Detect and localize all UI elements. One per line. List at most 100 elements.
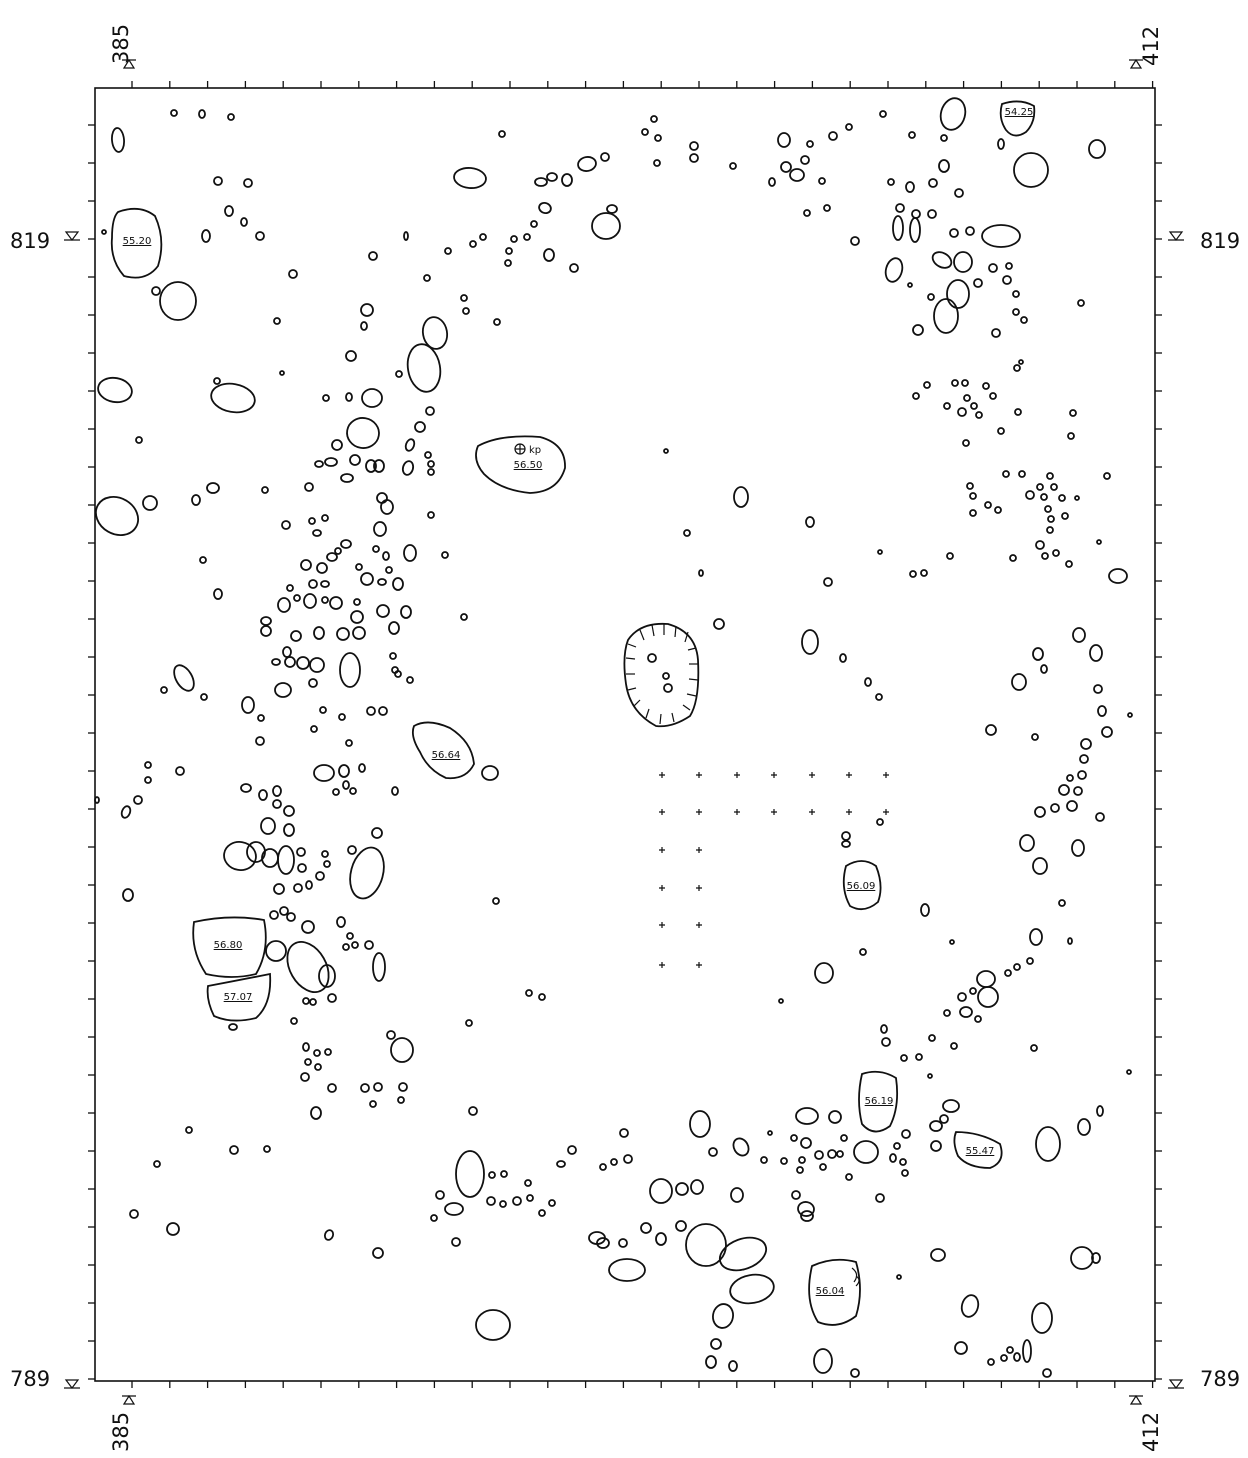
stone xyxy=(323,860,331,868)
stone xyxy=(760,1156,768,1164)
stone xyxy=(350,610,364,624)
stone xyxy=(683,529,691,537)
grid-cross xyxy=(696,772,702,778)
stone xyxy=(390,1037,414,1063)
stone xyxy=(1096,539,1102,545)
stone xyxy=(493,318,501,326)
stone xyxy=(951,379,959,387)
stone xyxy=(610,1158,618,1166)
stone xyxy=(1013,152,1049,188)
stone xyxy=(427,468,435,476)
stone xyxy=(960,1294,980,1318)
stone xyxy=(623,1154,633,1164)
stone xyxy=(920,569,928,577)
stone xyxy=(689,153,699,163)
stone xyxy=(884,257,904,283)
grid-cross xyxy=(696,922,702,928)
stone-5609 xyxy=(842,860,882,911)
stone xyxy=(1079,754,1089,764)
stone xyxy=(569,263,579,273)
stone xyxy=(976,970,996,988)
stone xyxy=(302,1042,310,1052)
stone xyxy=(1046,526,1054,534)
stone xyxy=(1004,969,1012,977)
stone xyxy=(1030,1044,1038,1052)
hachure-line xyxy=(674,625,677,638)
stone xyxy=(290,630,302,642)
stone xyxy=(1070,1246,1094,1270)
stone xyxy=(953,251,973,273)
stone xyxy=(372,545,380,553)
stone xyxy=(364,940,374,950)
stone xyxy=(435,1190,445,1200)
stone xyxy=(962,439,970,447)
stone xyxy=(710,1338,722,1350)
elevation-label: 56.09 xyxy=(847,881,876,892)
grid-cross xyxy=(771,772,777,778)
stone xyxy=(796,1166,804,1174)
stone xyxy=(310,1106,322,1120)
stone xyxy=(1011,673,1027,691)
stone xyxy=(1013,963,1021,971)
stone xyxy=(403,231,409,241)
stone xyxy=(1018,470,1026,478)
stone xyxy=(469,240,477,248)
stone xyxy=(959,1006,973,1018)
stone xyxy=(293,594,301,602)
stone xyxy=(324,457,338,467)
grid-cross xyxy=(734,809,740,815)
stone xyxy=(850,1368,860,1378)
stone xyxy=(946,279,970,309)
stone xyxy=(376,492,388,504)
stone xyxy=(347,845,357,855)
stone xyxy=(398,1082,408,1092)
stone xyxy=(355,563,363,571)
stone xyxy=(142,495,158,511)
stone xyxy=(954,1341,968,1355)
stone xyxy=(940,134,948,142)
grid-cross xyxy=(659,885,665,891)
stone xyxy=(689,141,699,151)
hachure-line xyxy=(682,704,691,711)
stone xyxy=(949,228,959,238)
stone xyxy=(713,618,725,630)
stone xyxy=(240,217,248,227)
stone xyxy=(1036,483,1044,491)
stone xyxy=(301,920,315,934)
stone xyxy=(279,906,289,916)
stone xyxy=(486,1196,496,1206)
stone xyxy=(345,350,357,362)
stone xyxy=(284,656,296,668)
stone xyxy=(309,657,325,673)
stone xyxy=(1074,495,1080,501)
stone xyxy=(406,676,414,684)
stone xyxy=(166,1222,180,1236)
stone xyxy=(1013,364,1021,372)
stone xyxy=(946,552,954,560)
stone xyxy=(1035,540,1045,550)
stone xyxy=(388,621,400,635)
stone xyxy=(360,572,374,586)
stone xyxy=(272,799,282,809)
stone xyxy=(382,551,390,561)
stone xyxy=(875,693,883,701)
stone xyxy=(561,173,573,187)
stone xyxy=(577,156,597,172)
stone xyxy=(690,1179,704,1195)
stone xyxy=(887,178,895,186)
hachure-line xyxy=(633,699,641,707)
stone-5664 xyxy=(411,721,475,780)
stone xyxy=(260,616,272,626)
stone xyxy=(153,1160,161,1168)
stones-layer xyxy=(94,97,1133,1378)
grid-cross xyxy=(809,809,815,815)
stone xyxy=(400,605,412,619)
stone xyxy=(338,764,350,778)
stone xyxy=(675,1220,687,1232)
stone xyxy=(376,604,390,618)
stone xyxy=(927,209,937,219)
stone xyxy=(391,786,399,796)
grid-cross xyxy=(809,772,815,778)
stone xyxy=(819,1163,827,1171)
stone xyxy=(608,1258,646,1282)
